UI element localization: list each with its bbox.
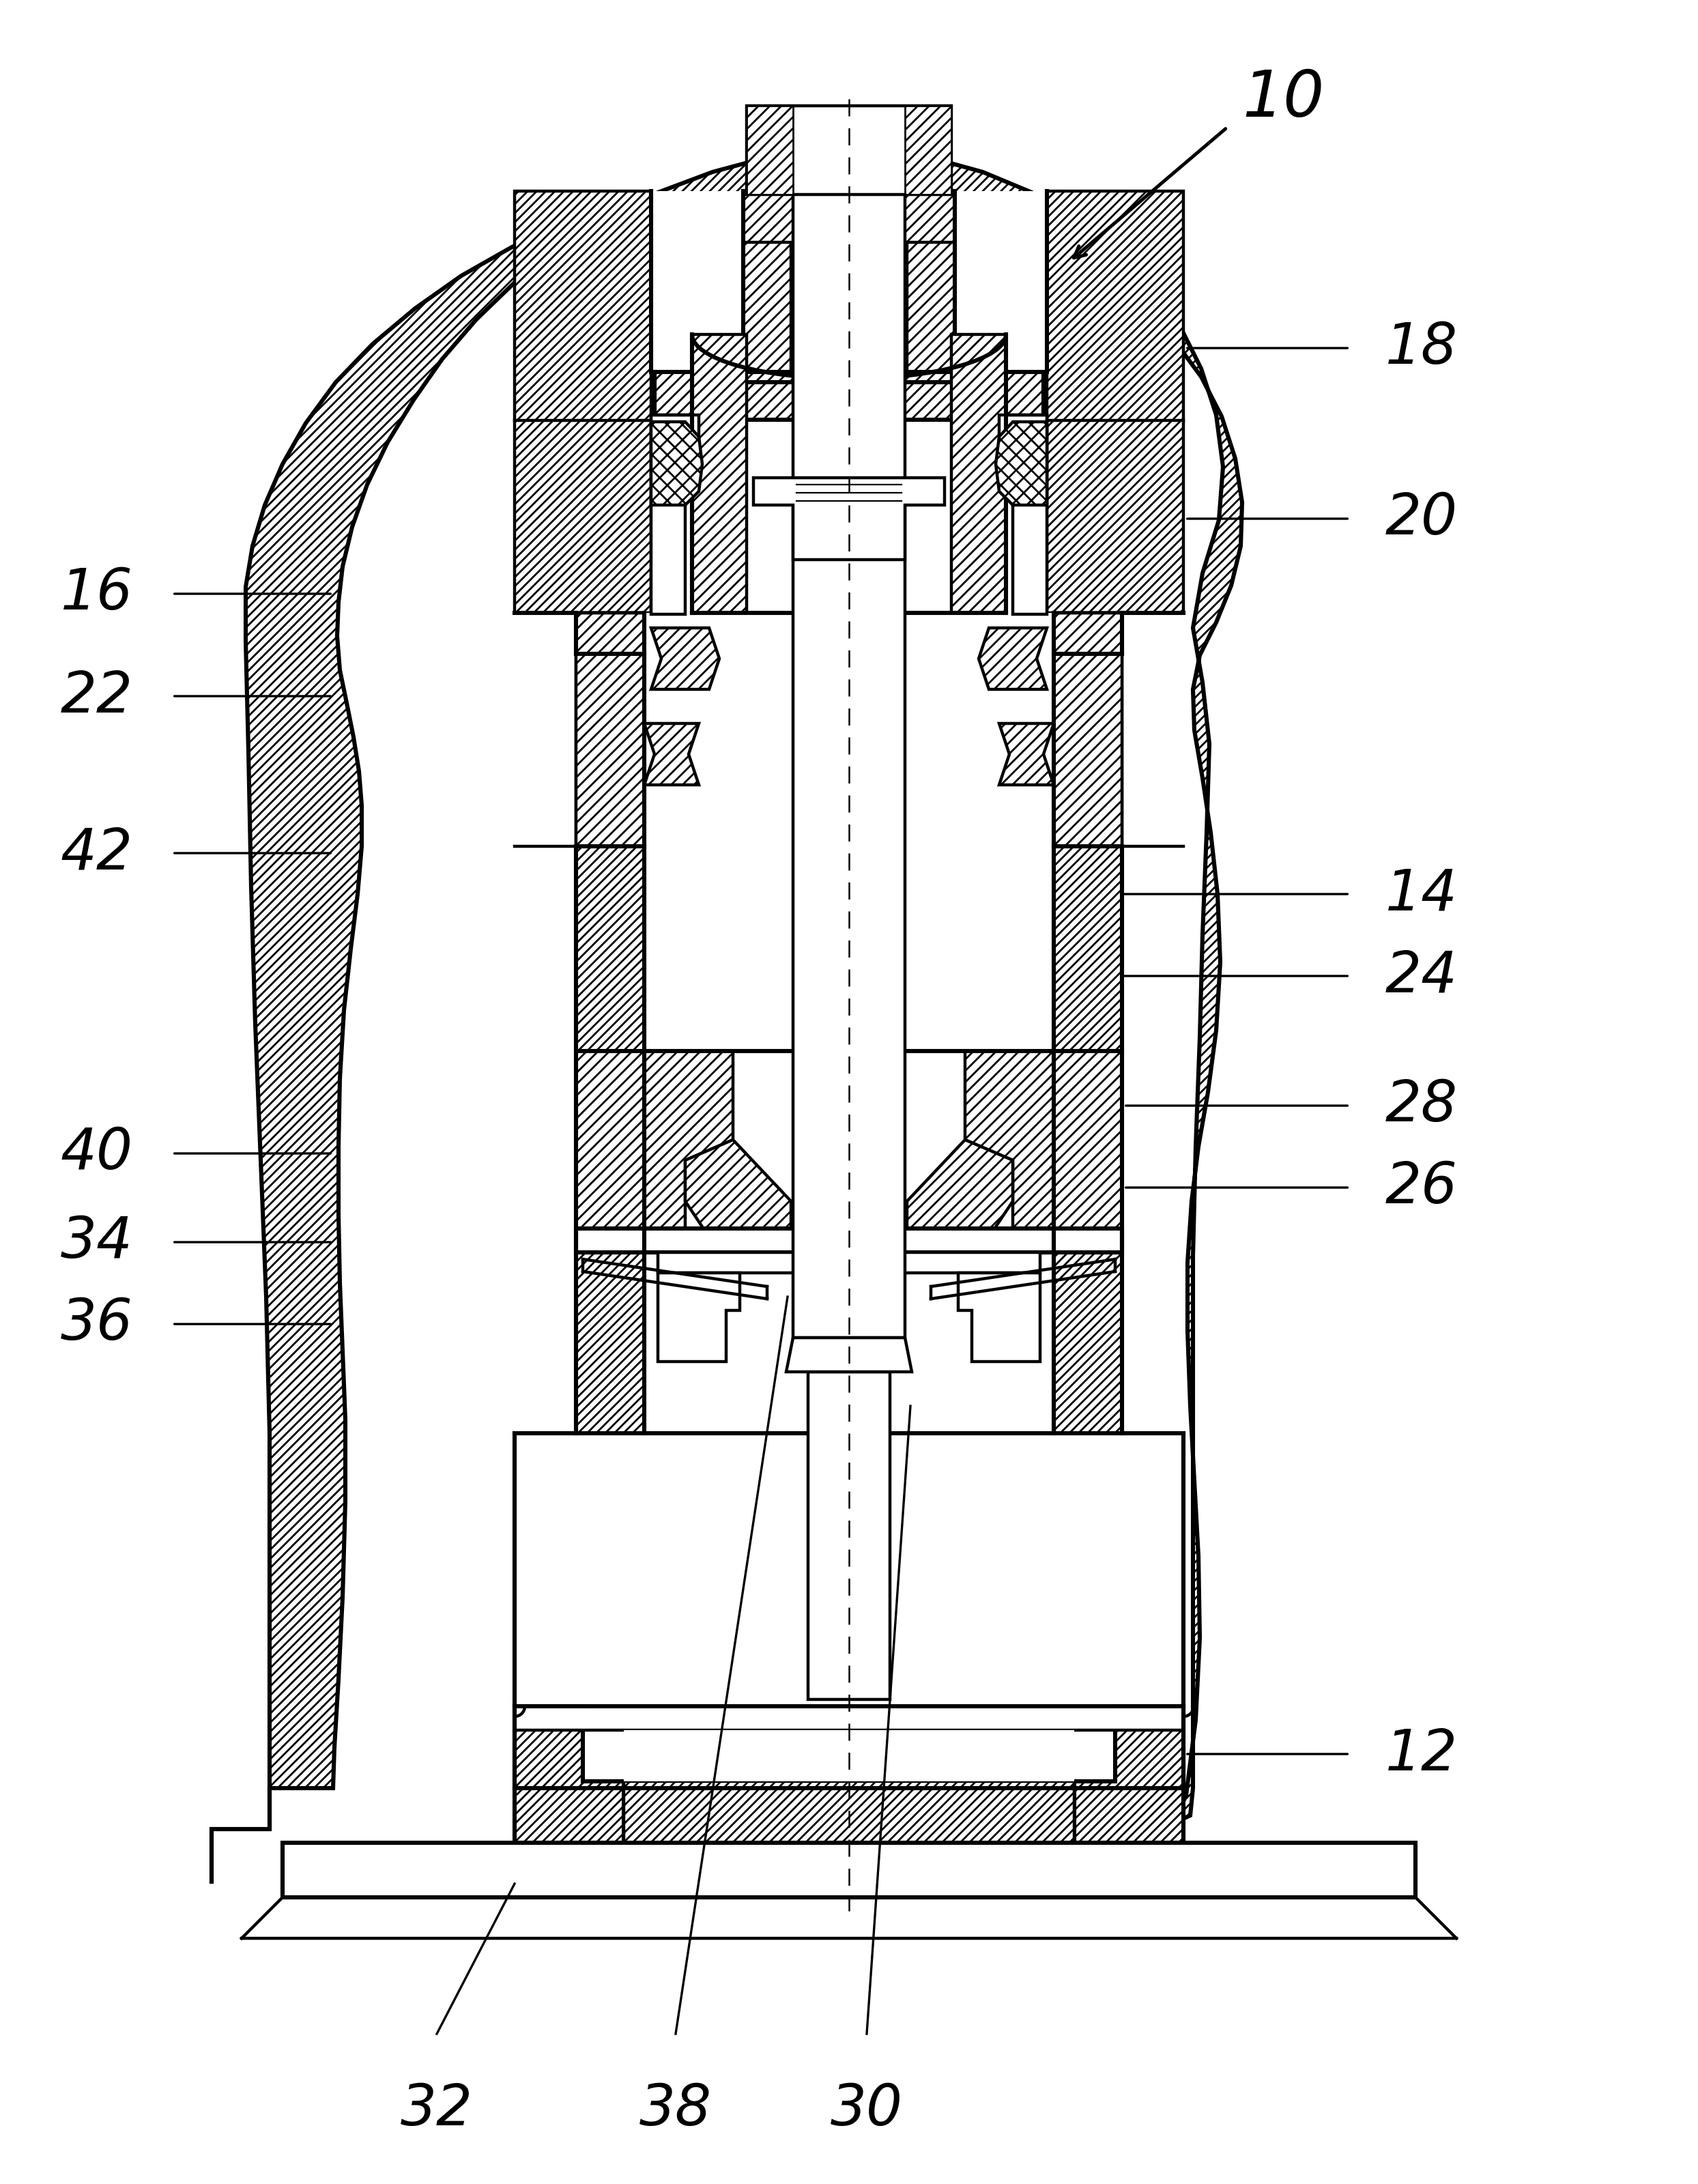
Polygon shape [998, 723, 1054, 784]
Polygon shape [576, 614, 1122, 1433]
Polygon shape [576, 614, 644, 845]
Polygon shape [650, 415, 700, 614]
Polygon shape [808, 1372, 890, 1699]
Polygon shape [1054, 614, 1122, 845]
Text: 12: 12 [1386, 1725, 1459, 1782]
Text: 18: 18 [1386, 321, 1459, 376]
Polygon shape [623, 1730, 1075, 1782]
Text: 40: 40 [61, 1125, 132, 1182]
Polygon shape [995, 422, 1048, 505]
Polygon shape [644, 614, 1054, 1433]
Polygon shape [657, 1251, 1041, 1273]
Polygon shape [576, 1227, 1122, 1251]
Polygon shape [576, 1051, 734, 1227]
Polygon shape [1054, 614, 1122, 1433]
Polygon shape [654, 371, 1044, 419]
Bar [282, 1843, 1416, 1898]
Polygon shape [693, 334, 747, 614]
Polygon shape [623, 1782, 1075, 1843]
Polygon shape [212, 146, 1243, 1883]
Polygon shape [905, 105, 951, 194]
Text: 42: 42 [61, 826, 132, 880]
Polygon shape [514, 192, 1184, 614]
Polygon shape [951, 334, 1005, 614]
Polygon shape [514, 1706, 623, 1843]
Polygon shape [514, 1433, 1184, 1789]
Polygon shape [744, 192, 954, 242]
Polygon shape [1075, 1706, 1184, 1843]
Text: 38: 38 [640, 2081, 711, 2136]
Text: 14: 14 [1386, 867, 1459, 922]
Text: 20: 20 [1386, 491, 1459, 546]
Polygon shape [998, 415, 1048, 614]
Text: 10: 10 [1243, 68, 1324, 131]
Polygon shape [576, 614, 644, 653]
Polygon shape [907, 192, 954, 382]
Polygon shape [1048, 192, 1184, 614]
Polygon shape [657, 1273, 740, 1361]
Polygon shape [744, 192, 791, 382]
Text: 22: 22 [61, 668, 132, 723]
Polygon shape [644, 723, 700, 784]
Polygon shape [747, 105, 793, 194]
Text: 34: 34 [61, 1214, 132, 1269]
Polygon shape [576, 614, 644, 1433]
Polygon shape [754, 478, 944, 559]
Polygon shape [1054, 614, 1122, 653]
Polygon shape [747, 105, 951, 194]
Polygon shape [907, 1140, 1012, 1243]
Text: 30: 30 [830, 2081, 903, 2136]
Polygon shape [650, 422, 703, 505]
Text: 24: 24 [1386, 948, 1459, 1005]
Polygon shape [964, 1051, 1122, 1227]
Polygon shape [978, 629, 1048, 690]
Text: 26: 26 [1386, 1160, 1459, 1214]
Text: 36: 36 [61, 1297, 132, 1352]
Polygon shape [514, 192, 650, 614]
Text: 16: 16 [61, 566, 132, 622]
Polygon shape [793, 109, 905, 1337]
Polygon shape [650, 629, 720, 690]
Bar [514, 1706, 1184, 1730]
Text: 32: 32 [401, 2081, 474, 2136]
Polygon shape [958, 1273, 1041, 1361]
Polygon shape [686, 1140, 791, 1243]
Polygon shape [786, 1337, 912, 1372]
Text: 28: 28 [1386, 1079, 1459, 1133]
